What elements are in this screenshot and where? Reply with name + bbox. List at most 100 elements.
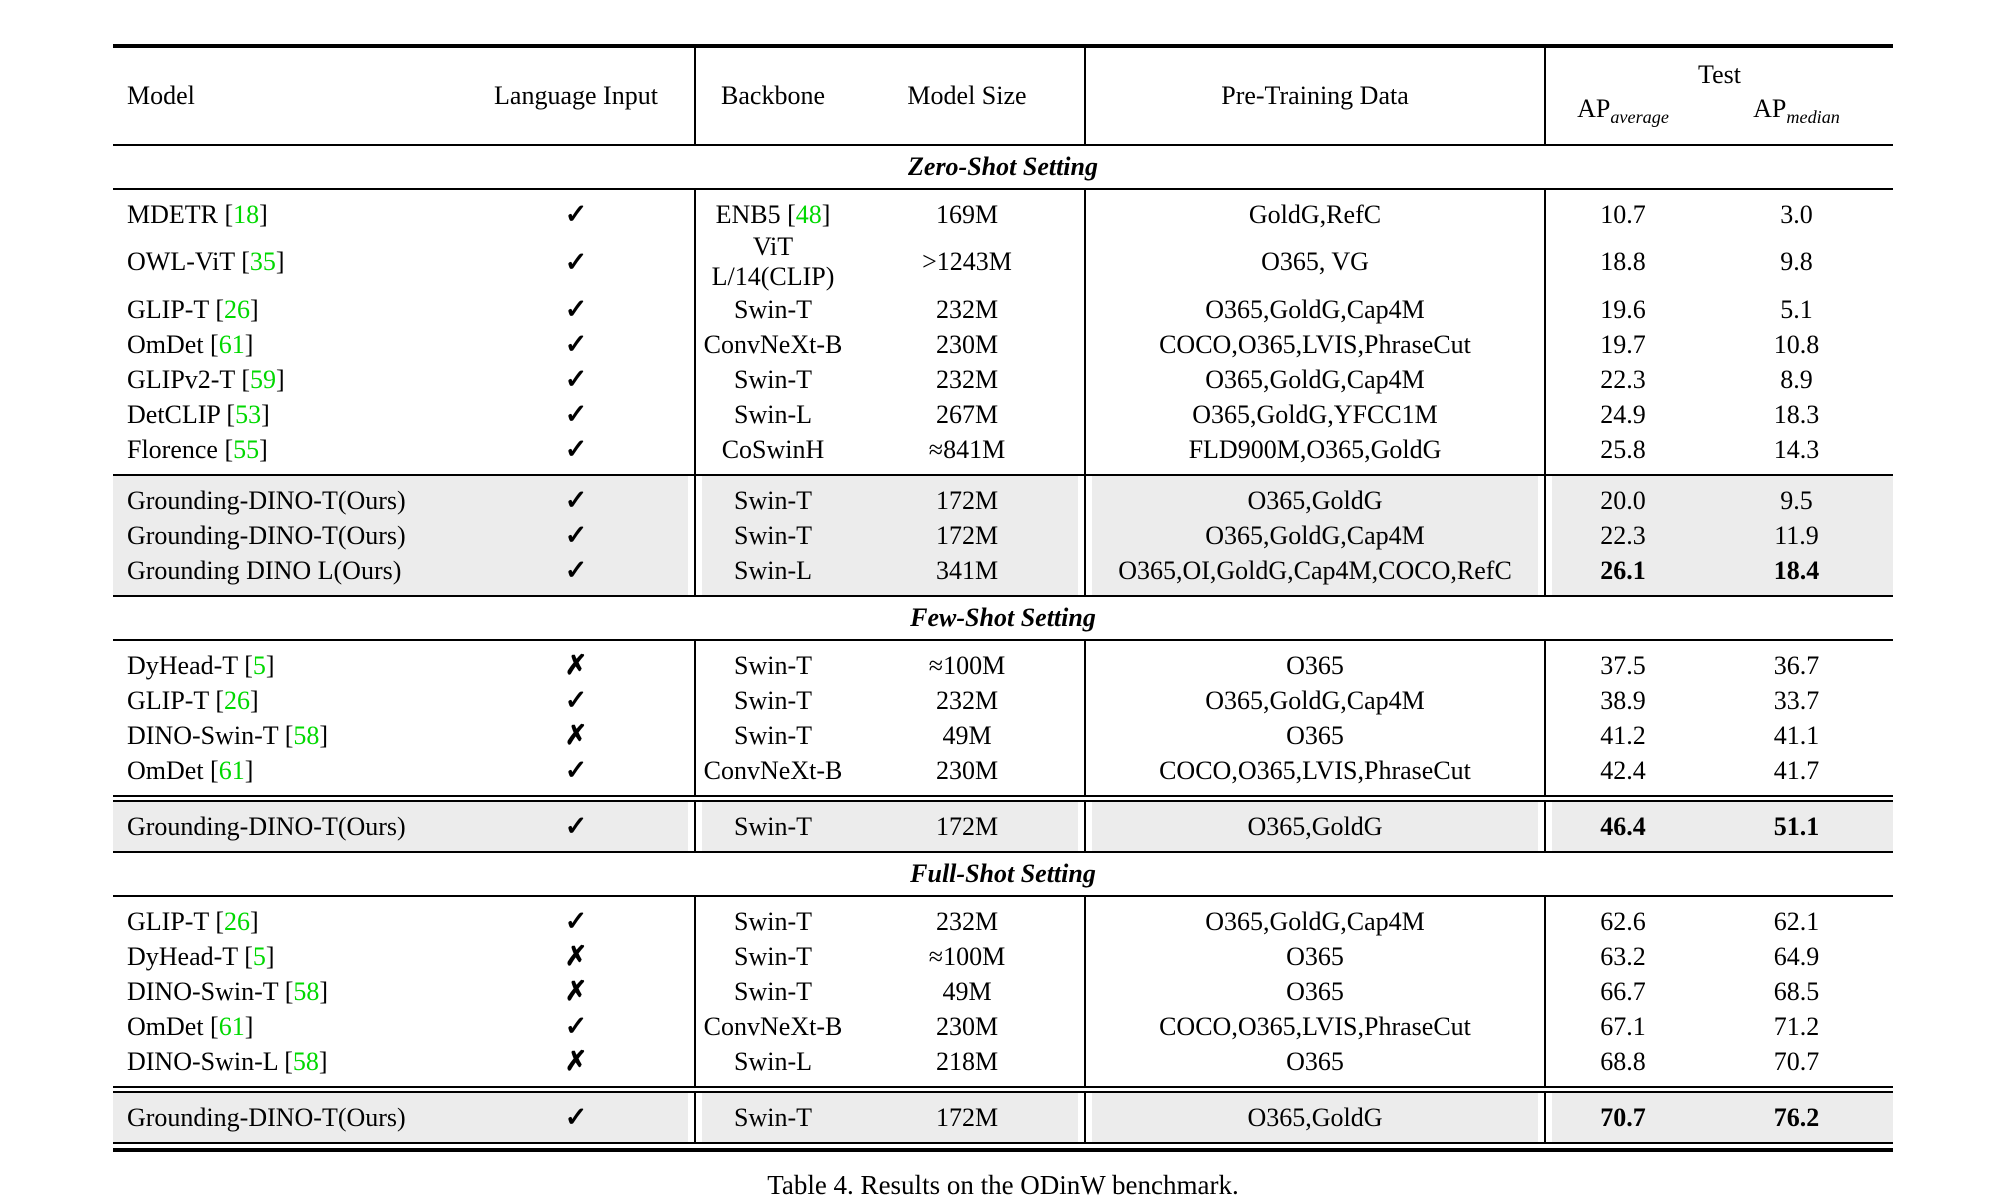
model-cell: Grounding-DINO-T(Ours)	[113, 1092, 458, 1143]
citation-link[interactable]: 55	[233, 434, 260, 464]
backbone-cell: Swin-T	[694, 801, 850, 852]
pretrain-data-cell: O365,GoldG,YFCC1M	[1084, 397, 1545, 432]
model-name: DyHead-T	[127, 941, 238, 971]
backbone-cell: ConvNeXt-B	[694, 753, 850, 796]
cross-icon: ✗	[564, 650, 588, 680]
citation-link[interactable]: 59	[250, 364, 277, 394]
citation-link[interactable]: 26	[224, 906, 251, 936]
section-row: Few-Shot Setting	[113, 595, 1894, 641]
model-name: Swin-L	[734, 555, 812, 585]
model-name: GLIP-T	[127, 685, 209, 715]
model-cell: MDETR [18]	[127, 199, 268, 229]
pretrain-data-cell: O365	[1084, 640, 1545, 683]
ap-median-cell: 41.1	[1773, 720, 1820, 750]
ap-average-cell: 70.7	[1544, 1092, 1700, 1143]
model-name: Swin-T	[734, 1102, 812, 1132]
model-name: Swin-T	[734, 364, 812, 394]
model-name: Swin-T	[734, 520, 812, 550]
model-size-cell: >1243M	[922, 247, 1012, 276]
model-cell: GLIPv2-T [59]	[127, 364, 285, 394]
model-name: GLIPv2-T	[127, 364, 235, 394]
model-name: Swin-L	[734, 1046, 812, 1076]
check-icon: ✓	[564, 199, 588, 229]
ours-row: Grounding DINO L(Ours) ✓ Swin-L 341M O365,OI…	[113, 553, 1894, 596]
pretrain-data-cell: COCO,O365,LVIS,PhraseCut	[1084, 327, 1545, 362]
backbone-cell: ViT L/14(CLIP)	[694, 232, 850, 292]
model-cell: Florence [55]	[127, 434, 268, 464]
citation-link[interactable]: 61	[218, 1011, 245, 1041]
citation-link[interactable]: 53	[235, 399, 262, 429]
language-input-cell: ✓	[458, 1092, 695, 1143]
model-cell: DINO-Swin-T [58]	[127, 976, 329, 1006]
backbone-cell: ConvNeXt-B	[694, 1009, 850, 1044]
citation-link[interactable]: 58	[293, 976, 320, 1006]
table-row: DetCLIP [53] ✓ Swin-L 267M O365,GoldG,YFCC1M…	[113, 397, 1893, 432]
ap-average-cell: 68.8	[1544, 1044, 1700, 1087]
citation-link[interactable]: 48	[795, 199, 822, 229]
ap-median-cell: 9.5	[1700, 476, 1894, 518]
pretrain-data-cell: O365,OI,GoldG,Cap4M,COCO,RefC	[1084, 553, 1545, 596]
ap-average-cell: 46.4	[1544, 801, 1700, 852]
check-icon: ✓	[564, 1011, 588, 1041]
citation-link[interactable]: 26	[224, 685, 251, 715]
table-row: GLIP-T [26] ✓ Swin-T 232M O365,GoldG,Cap4M 19…	[113, 292, 1893, 327]
ours-row: Grounding-DINO-T(Ours) ✓ Swin-T 172M O365,Go…	[113, 476, 1894, 518]
table-row: OWL-ViT [35] ✓ ViT L/14(CLIP) >1243M O365, V…	[113, 232, 1893, 292]
column-header-pretraining-data: Pre-Training Data	[1084, 44, 1545, 145]
ap-median-cell: 41.7	[1773, 755, 1820, 785]
citation-link[interactable]: 61	[218, 329, 245, 359]
language-input-cell: ✓	[458, 683, 695, 718]
citation-link[interactable]: 5	[252, 941, 266, 971]
model-name: Swin-T	[734, 485, 812, 515]
ours-row: Grounding-DINO-T(Ours) ✓ Swin-T 172M O365,Go…	[113, 801, 1894, 852]
horizontal-rule	[113, 795, 1894, 802]
ap-median-cell: 5.1	[1780, 294, 1813, 324]
language-input-cell: ✓	[458, 553, 695, 596]
model-size-cell: 169M	[935, 199, 999, 229]
check-icon: ✓	[564, 485, 588, 515]
ap-median-cell: 11.9	[1700, 518, 1894, 553]
language-input-cell: ✓	[458, 292, 695, 327]
ap-median-cell: 70.7	[1773, 1046, 1820, 1076]
pretrain-data-cell: O365	[1084, 718, 1545, 753]
check-icon: ✓	[564, 520, 588, 550]
backbone-cell: Swin-T	[694, 683, 850, 718]
table-row: DINO-Swin-T [58] ✗ Swin-T 49M O365 41.2 41.1	[113, 718, 1893, 753]
ap-average-cell: 19.7	[1544, 327, 1700, 362]
ap-average-cell: 18.8	[1544, 232, 1700, 292]
citation-link[interactable]: 58	[293, 720, 320, 750]
model-name: OmDet	[127, 755, 204, 785]
citation-link[interactable]: 18	[233, 199, 260, 229]
citation-link[interactable]: 26	[224, 294, 251, 324]
pretrain-data-cell: O365,GoldG,Cap4M	[1084, 683, 1545, 718]
table-row: OmDet [61] ✓ ConvNeXt-B 230M COCO,O365,LVIS,…	[113, 327, 1893, 362]
pretrain-data-cell: O365,GoldG,Cap4M	[1084, 518, 1545, 553]
model-cell: DyHead-T [5]	[127, 941, 275, 971]
ap-median-cell: 68.5	[1773, 976, 1820, 1006]
backbone-cell: Swin-T	[694, 718, 850, 753]
cross-icon: ✗	[564, 1046, 588, 1076]
horizontal-rule	[113, 1086, 1894, 1093]
ap-label: AP	[1577, 94, 1611, 123]
model-name: DyHead-T	[127, 650, 238, 680]
language-input-cell: ✓	[458, 753, 695, 796]
citation-link[interactable]: 5	[252, 650, 266, 680]
pretrain-data-cell: O365	[1084, 1044, 1545, 1087]
language-input-cell: ✓	[458, 232, 695, 292]
citation-link[interactable]: 58	[292, 1046, 319, 1076]
model-name: Swin-T	[734, 294, 812, 324]
bottom-rule	[113, 1142, 1894, 1152]
backbone-cell: Swin-T	[694, 640, 850, 683]
citation-link[interactable]: 35	[249, 247, 276, 276]
ap-median-cell: 33.7	[1773, 685, 1820, 715]
column-header-model: Model	[113, 44, 458, 145]
language-input-cell: ✓	[458, 327, 695, 362]
citation-link[interactable]: 61	[218, 755, 245, 785]
ap-median-cell: 10.8	[1773, 329, 1820, 359]
ap-average-cell: 41.2	[1544, 718, 1700, 753]
check-icon: ✓	[564, 294, 588, 324]
ap-average-cell: 20.0	[1544, 476, 1700, 518]
backbone-cell: Swin-T	[694, 476, 850, 518]
model-size-cell: 49M	[942, 720, 992, 750]
ap-average-cell: 22.3	[1544, 362, 1700, 397]
